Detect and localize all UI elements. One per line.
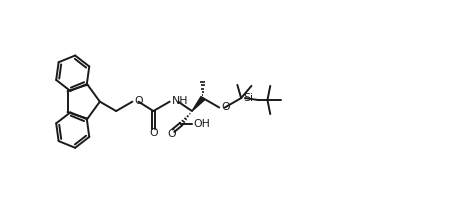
- Text: O: O: [221, 103, 230, 113]
- Text: Si: Si: [243, 93, 253, 103]
- Text: NH: NH: [172, 96, 188, 106]
- Text: O: O: [167, 129, 176, 139]
- Text: O: O: [135, 96, 143, 106]
- Text: OH: OH: [193, 119, 210, 130]
- Polygon shape: [192, 97, 205, 111]
- Text: O: O: [149, 128, 157, 138]
